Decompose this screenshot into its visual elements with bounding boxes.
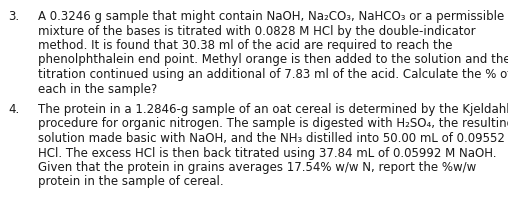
Text: protein in the sample of cereal.: protein in the sample of cereal. [38, 175, 224, 188]
Text: HCl. The excess HCl is then back titrated using 37.84 mL of 0.05992 M NaOH.: HCl. The excess HCl is then back titrate… [38, 147, 496, 160]
Text: The protein in a 1.2846-g sample of an oat cereal is determined by the Kjeldahl: The protein in a 1.2846-g sample of an o… [38, 103, 508, 116]
Text: titration continued using an additional of 7.83 ml of the acid. Calculate the % : titration continued using an additional … [38, 68, 508, 81]
Text: solution made basic with NaOH, and the NH₃ distilled into 50.00 mL of 0.09552 M: solution made basic with NaOH, and the N… [38, 132, 508, 145]
Text: each in the sample?: each in the sample? [38, 83, 157, 95]
Text: Given that the protein in grains averages 17.54% w/w N, report the %w/w: Given that the protein in grains average… [38, 161, 477, 174]
Text: mixture of the bases is titrated with 0.0828 M HCl by the double-indicator: mixture of the bases is titrated with 0.… [38, 25, 475, 37]
Text: 3.: 3. [8, 10, 19, 23]
Text: A 0.3246 g sample that might contain NaOH, Na₂CO₃, NaHCO₃ or a permissible: A 0.3246 g sample that might contain NaO… [38, 10, 504, 23]
Text: method. It is found that 30.38 ml of the acid are required to reach the: method. It is found that 30.38 ml of the… [38, 39, 453, 52]
Text: 4.: 4. [8, 103, 19, 116]
Text: phenolphthalein end point. Methyl orange is then added to the solution and the: phenolphthalein end point. Methyl orange… [38, 53, 508, 67]
Text: procedure for organic nitrogen. The sample is digested with H₂SO₄, the resulting: procedure for organic nitrogen. The samp… [38, 117, 508, 130]
